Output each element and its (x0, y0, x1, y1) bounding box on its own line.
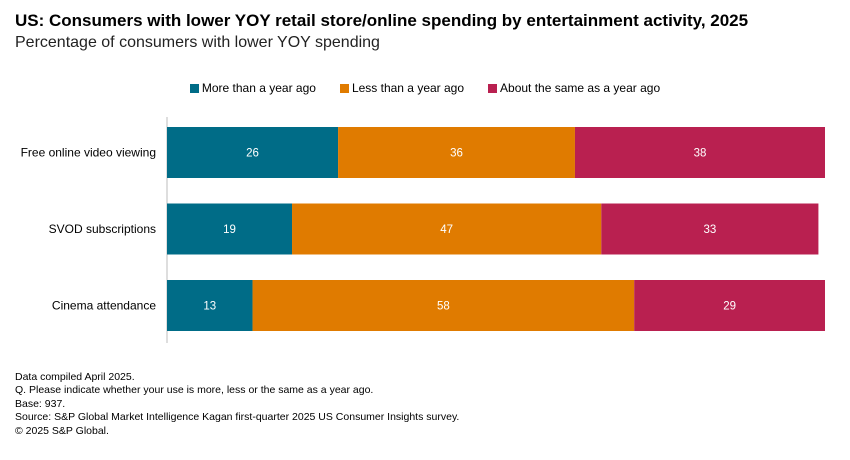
data-label-svod-subscriptions-more-than-a-year-ago: 19 (223, 224, 236, 236)
bar-cinema-attendance-about-the-same-as-a-year-ago (634, 280, 825, 331)
footnote-copyright: © 2025 S&P Global. (15, 424, 109, 437)
bar-svod-subscriptions-less-than-a-year-ago (292, 203, 602, 255)
data-label-cinema-attendance-more-than-a-year-ago: 13 (203, 301, 216, 313)
legend-label-less: Less than a year ago (351, 81, 465, 95)
bar-cinema-attendance-less-than-a-year-ago (252, 280, 635, 331)
bar-cinema-attendance-more-than-a-year-ago (167, 280, 253, 331)
bar-free-online-video-viewing-more-than-a-year-ago (167, 127, 339, 178)
category-label-cinema-attendance: Cinema attendance (52, 299, 156, 313)
bar-free-online-video-viewing-less-than-a-year-ago (338, 127, 575, 178)
data-label-svod-subscriptions-less-than-a-year-ago: 47 (440, 224, 453, 236)
legend: More than a year ago Less than a year ag… (0, 80, 850, 96)
data-label-free-online-video-viewing-more-than-a-year-ago: 26 (246, 148, 259, 160)
footnote-source: Source: S&P Global Market Intelligence K… (15, 411, 460, 424)
legend-swatch-more (189, 83, 199, 93)
legend-swatch-less (339, 83, 349, 93)
legend-swatch-same (488, 83, 498, 93)
footnotes: Data compiled April 2025. Q. Please indi… (15, 371, 459, 438)
chart-subtitle: Percentage of consumers with lower YOY s… (15, 34, 380, 51)
legend-label-same: About the same as a year ago (500, 81, 661, 95)
legend-item-less: Less than a year ago (339, 81, 465, 95)
category-label-free-online-video-viewing: Free online video viewing (21, 146, 156, 160)
legend-label-more: More than a year ago (201, 81, 316, 95)
data-label-free-online-video-viewing-about-the-same-as-a-year-ago: 38 (694, 148, 707, 160)
data-label-free-online-video-viewing-less-than-a-year-ago: 36 (450, 148, 463, 160)
footnote-data-compiled: Data compiled April 2025. (15, 371, 135, 383)
data-label-cinema-attendance-less-than-a-year-ago: 58 (437, 301, 450, 313)
footnote-question: Q. Please indicate whether your use is m… (15, 384, 374, 397)
bar-svod-subscriptions-about-the-same-as-a-year-ago (601, 203, 819, 255)
data-label-cinema-attendance-about-the-same-as-a-year-ago: 29 (723, 301, 736, 313)
data-label-svod-subscriptions-about-the-same-as-a-year-ago: 33 (703, 224, 716, 236)
category-label-svod-subscriptions: SVOD subscriptions (49, 222, 156, 236)
bar-svod-subscriptions-more-than-a-year-ago (167, 203, 293, 255)
chart-title: US: Consumers with lower YOY retail stor… (15, 11, 749, 30)
bar-free-online-video-viewing-about-the-same-as-a-year-ago (574, 127, 825, 178)
legend-item-same: About the same as a year ago (488, 81, 660, 95)
footnote-base: Base: 937. (15, 397, 66, 410)
legend-item-more: More than a year ago (189, 81, 316, 95)
